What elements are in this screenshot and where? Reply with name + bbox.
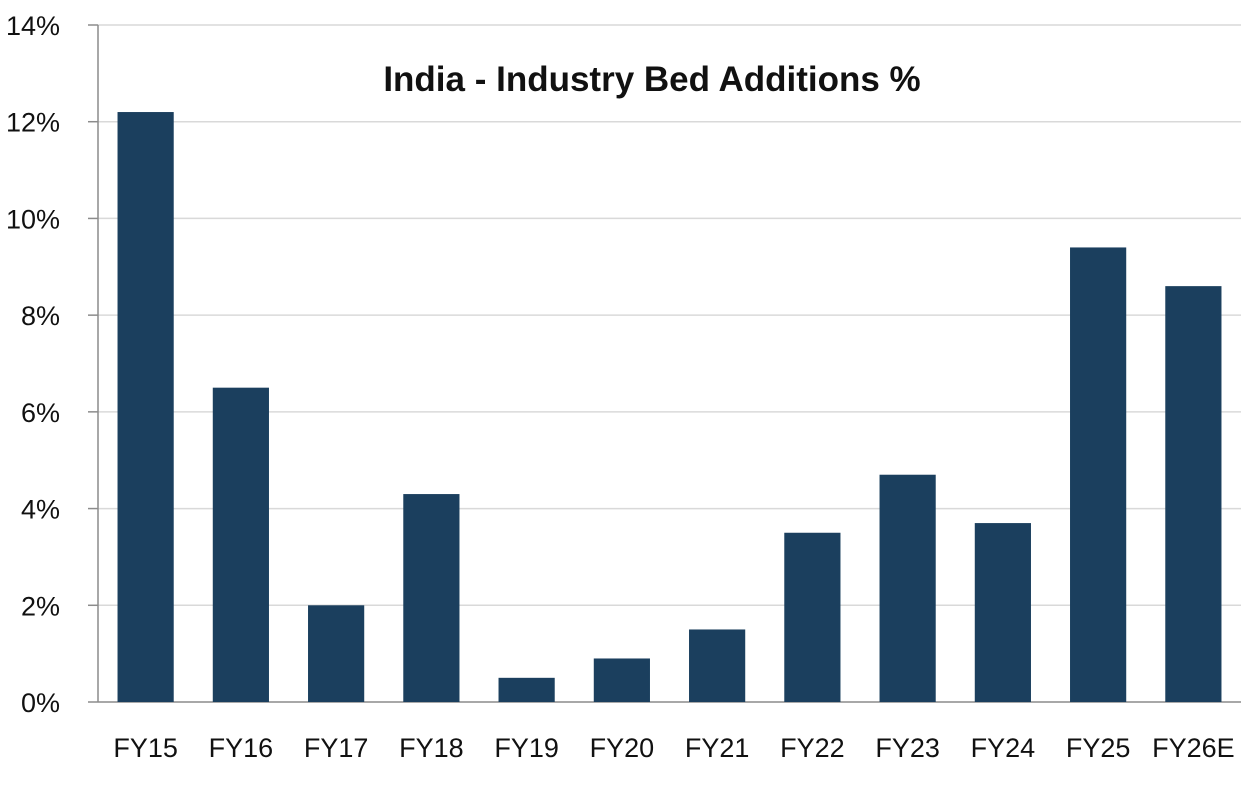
- y-tick-label: 8%: [21, 301, 60, 331]
- axes: [88, 24, 1241, 703]
- x-tick-label: FY22: [780, 733, 845, 763]
- tick-labels: 0% 2% 4% 6% 8% 10% 12% 14% FY15 FY16 FY17 FY18 FY19 F…: [6, 11, 1235, 763]
- y-tick-label: 6%: [21, 398, 60, 428]
- bar-fy23: [879, 474, 936, 702]
- x-tick-label: FY21: [685, 733, 750, 763]
- y-tick-label: 12%: [6, 108, 60, 138]
- x-tick-label: FY25: [1066, 733, 1131, 763]
- x-tick-label: FY26E: [1152, 733, 1235, 763]
- x-tick-label: FY20: [590, 733, 655, 763]
- y-tick-label: 14%: [6, 11, 60, 41]
- x-tick-label: FY17: [304, 733, 369, 763]
- y-tick-label: 10%: [6, 204, 60, 234]
- bar-fy19: [498, 677, 555, 702]
- bar-fy21: [689, 629, 746, 702]
- bar-fy25: [1070, 247, 1127, 702]
- x-tick-label: FY24: [971, 733, 1036, 763]
- x-tick-label: FY19: [494, 733, 559, 763]
- bar-fy20: [593, 658, 650, 702]
- bar-fy15: [117, 112, 174, 703]
- x-tick-label: FY23: [875, 733, 940, 763]
- bar-fy16: [212, 387, 269, 702]
- y-tick-label: 0%: [21, 688, 60, 718]
- x-tick-label: FY15: [113, 733, 178, 763]
- bar-fy17: [308, 605, 365, 702]
- bar-fy18: [403, 494, 460, 702]
- y-tick-label: 4%: [21, 495, 60, 525]
- chart-title: India - Industry Bed Additions %: [383, 60, 920, 99]
- x-tick-label: FY16: [209, 733, 274, 763]
- gridlines: [98, 24, 1241, 607]
- bar-fy22: [784, 532, 841, 702]
- x-tick-label: FY18: [399, 733, 464, 763]
- bar-fy24: [974, 523, 1031, 702]
- bar-fy26e: [1165, 286, 1222, 702]
- y-tick-label: 2%: [21, 591, 60, 621]
- bars: [117, 112, 1222, 703]
